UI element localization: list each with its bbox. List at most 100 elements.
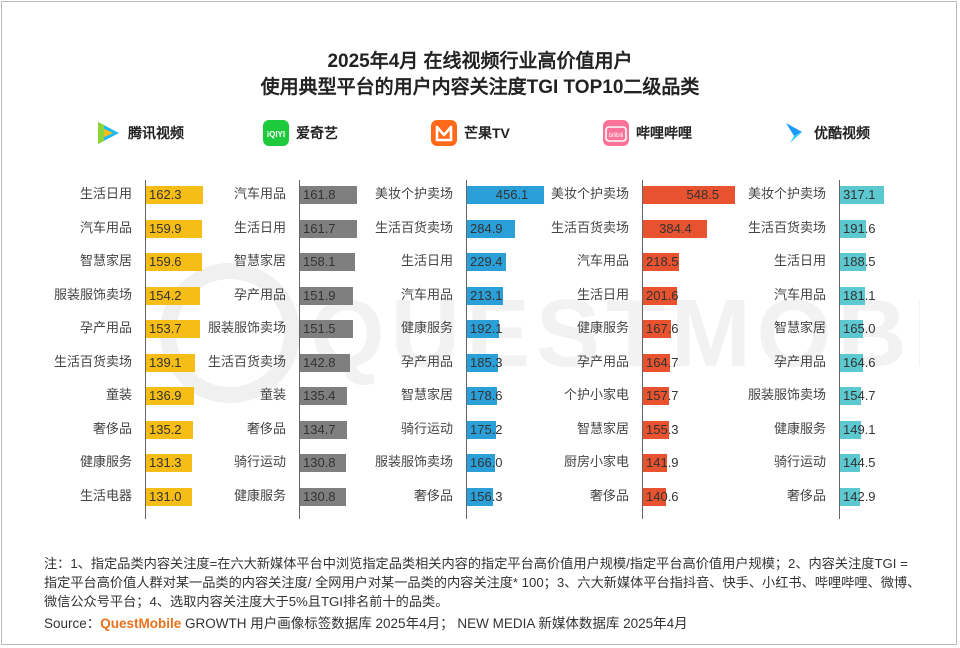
platform-header-0: 腾讯视频: [94, 116, 184, 150]
bar: [146, 253, 202, 271]
platform-name: 爱奇艺: [296, 125, 338, 141]
bar: [840, 286, 866, 305]
bar: [840, 320, 863, 338]
footnote: 注：1、指定品类内容关注度=在六大新媒体平台中浏览指定品类相关内容的指定平台高价…: [44, 556, 921, 609]
bar-value-label: 192.1: [470, 321, 503, 336]
bar: [300, 219, 357, 238]
bar-value-label: 153.7: [149, 321, 182, 336]
category-label: 奢侈品: [589, 487, 629, 503]
svg-text:bilibili: bilibili: [609, 133, 624, 139]
bar-value-label: 155.3: [646, 421, 679, 437]
axis-line: [839, 180, 840, 519]
bar-value-label: 135.4: [303, 388, 336, 403]
bar-value-label: 548.5: [686, 187, 720, 202]
bar: [643, 253, 680, 271]
category-label: 孕产用品: [576, 353, 629, 369]
category-label: 汽车用品: [576, 253, 629, 268]
bar: [300, 420, 348, 439]
bar-value-label: 149.1: [843, 421, 876, 437]
category-label: 美妆个护卖场: [550, 186, 629, 201]
category-label: 服装服饰卖场: [207, 320, 286, 335]
category-label: 智慧家居: [79, 253, 132, 268]
svg-text:iQIYI: iQIYI: [267, 130, 285, 139]
bar: [146, 320, 200, 338]
bar: [300, 387, 348, 405]
source-brand: QuestMobile: [100, 616, 182, 631]
category-label: 生活百货卖场: [53, 353, 132, 369]
category-label: 童装: [259, 387, 286, 402]
bar: [146, 286, 200, 305]
bar-value-label: 218.5: [646, 254, 679, 269]
bar-value-label: 157.7: [646, 388, 679, 403]
bar-value-label: 213.1: [470, 287, 503, 303]
mango-tv-icon: [431, 120, 457, 146]
category-label: 健康服务: [79, 454, 132, 469]
bar-value-label: 159.9: [149, 220, 182, 236]
category-label: 生活百货卖场: [374, 219, 453, 235]
category-label: 智慧家居: [400, 387, 453, 402]
bar: [146, 353, 195, 372]
category-label: 健康服务: [773, 420, 826, 436]
bar: [643, 487, 667, 506]
bar: [840, 219, 867, 238]
bar-value-label: 384.4: [659, 220, 692, 236]
platform-header-3: bilibili 哔哩哔哩: [602, 116, 692, 150]
category-label: 生活日用: [79, 186, 132, 201]
category-label: 奢侈品: [413, 487, 453, 503]
bar: [840, 487, 860, 506]
category-label: 个护小家电: [563, 387, 629, 402]
bar: [146, 387, 194, 405]
category-label: 骑行运动: [400, 420, 453, 436]
bar-value-label: 167.6: [646, 321, 679, 336]
bar: [643, 454, 667, 472]
bar-value-label: 159.6: [149, 254, 182, 269]
bar: [840, 353, 863, 372]
bar: [467, 454, 495, 472]
bar: [840, 253, 867, 271]
bar-value-label: 142.8: [303, 354, 336, 370]
category-label: 生活电器: [79, 487, 132, 503]
bar: [840, 454, 860, 472]
category-label: 服装服饰卖场: [374, 454, 453, 469]
category-label: 孕产用品: [773, 353, 826, 369]
bar-value-label: 151.5: [303, 321, 336, 336]
bar-value-label: 142.9: [843, 488, 876, 504]
tencent-video-icon: [98, 122, 119, 144]
category-label: 汽车用品: [400, 286, 453, 302]
bar-value-label: 154.7: [843, 388, 876, 403]
bar: [467, 387, 498, 405]
category-label: 孕产用品: [400, 353, 453, 369]
platform-name: 腾讯视频: [128, 125, 184, 141]
bar: [643, 353, 671, 372]
category-label: 服装服饰卖场: [53, 286, 132, 302]
platform-header-4: 优酷视频: [780, 116, 870, 150]
category-label: 骑行运动: [773, 454, 826, 469]
chart-title-line1: 2025年4月 在线视频行业高价值用户: [327, 51, 633, 72]
bar: [146, 219, 202, 238]
bar-value-label: 284.9: [470, 220, 503, 236]
category-label: 生活百货卖场: [550, 219, 629, 235]
platform-name: 芒果TV: [464, 125, 510, 141]
category-label: 汽车用品: [773, 286, 826, 302]
bar-value-label: 188.5: [843, 254, 876, 269]
bar-value-label: 175.2: [470, 421, 503, 437]
bar-value-label: 165.0: [843, 321, 876, 336]
bar: [146, 186, 203, 204]
bilibili-icon: bilibili: [603, 120, 629, 146]
axis-line: [642, 180, 643, 519]
bar: [643, 320, 671, 338]
category-label: 生活百货卖场: [207, 353, 286, 369]
bar-value-label: 317.1: [843, 187, 876, 202]
bar-value-label: 185.3: [470, 354, 503, 370]
platform-header-1: iQIYI 爱奇艺: [262, 116, 338, 150]
platform-name: 优酷视频: [814, 125, 870, 141]
bar-value-label: 131.3: [149, 455, 182, 470]
bar: [643, 286, 677, 305]
bar-value-label: 130.8: [303, 488, 336, 504]
platform-header-2: 芒果TV: [430, 116, 510, 150]
bar-value-label: 161.7: [303, 220, 336, 236]
category-label: 生活日用: [773, 253, 826, 268]
bar-value-label: 140.6: [646, 488, 679, 504]
category-label: 智慧家居: [576, 420, 629, 436]
bar: [643, 186, 735, 204]
